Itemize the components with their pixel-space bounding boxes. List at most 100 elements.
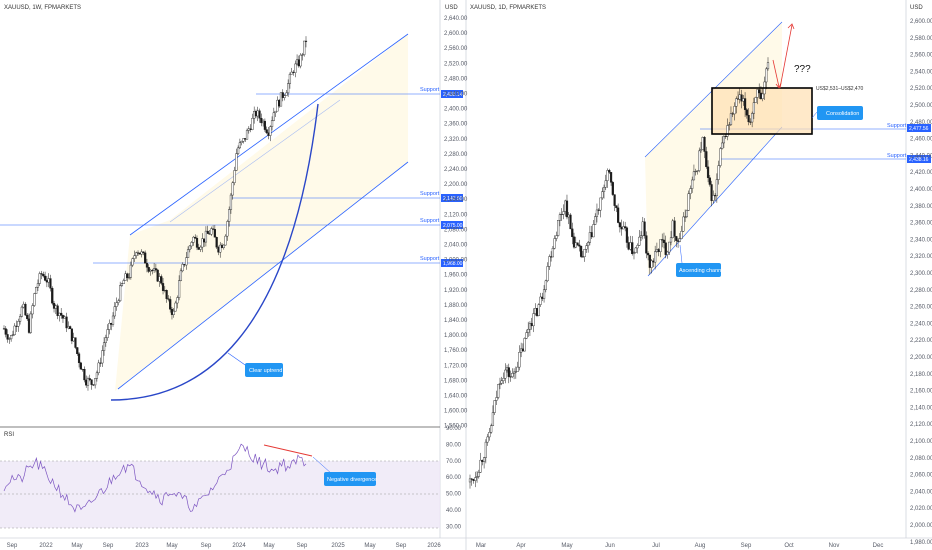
left-x-axis: Sep 2022 May Sep 2023 May Sep 2024 May Sep 2025 May… xyxy=(7,543,442,549)
rsi-y-tick: 70.00 xyxy=(446,459,462,465)
left-x-tick: 2025 xyxy=(331,543,345,549)
candle-body xyxy=(245,130,249,140)
candle-body xyxy=(738,94,741,100)
right-y-tick: 2,220.00 xyxy=(910,338,932,344)
candle-body xyxy=(652,260,655,263)
candle-body xyxy=(38,273,41,284)
candle-body xyxy=(523,338,526,352)
candle-body xyxy=(474,477,477,481)
candle-body xyxy=(6,334,9,340)
candle-body xyxy=(541,296,544,299)
left-x-tick: Sep xyxy=(103,543,114,549)
candle-body xyxy=(742,98,745,102)
candle-body xyxy=(518,352,521,368)
candle-body xyxy=(229,194,233,210)
candle-body xyxy=(752,102,755,114)
candle-body xyxy=(129,264,132,278)
candle-body xyxy=(176,297,179,304)
candle-body xyxy=(149,269,152,272)
candle-body xyxy=(558,214,562,221)
rsi-line xyxy=(3,443,307,513)
candle-body xyxy=(703,137,706,152)
candle-body xyxy=(79,362,82,370)
candle-body xyxy=(220,244,224,248)
candle-body xyxy=(684,216,687,218)
candle-body xyxy=(272,112,275,121)
candle-body xyxy=(142,251,145,254)
right-x-tick: May xyxy=(561,543,572,549)
candle-body xyxy=(638,236,641,246)
right-x-tick: Mar xyxy=(476,543,486,549)
candle-body xyxy=(183,264,186,266)
candle-body xyxy=(211,228,215,230)
candle-body xyxy=(179,270,183,281)
candle-body xyxy=(190,242,193,247)
candle-body xyxy=(724,136,727,138)
rsi-y-tick: 80.00 xyxy=(446,442,462,448)
candle-body xyxy=(165,290,168,299)
candle-body xyxy=(689,188,692,194)
candle-body xyxy=(758,89,761,94)
candle-body xyxy=(590,232,593,238)
right-chart-title: XAUUSD, 1D, FPMARKETS xyxy=(470,5,546,11)
rsi-y-tick: 30.00 xyxy=(446,524,462,530)
candle-body xyxy=(512,371,516,374)
left-y-tick: 2,040.00 xyxy=(444,243,468,249)
candle-body xyxy=(287,83,290,94)
left-panel: RSI Clear uptrend Negative divergence XA… xyxy=(0,5,468,549)
right-y-tick: 2,000.00 xyxy=(910,523,932,529)
left-x-tick: Sep xyxy=(7,543,18,549)
candle-body xyxy=(648,254,651,268)
candle-body xyxy=(516,366,519,372)
candle-body xyxy=(740,94,743,102)
right-y-tick: 2,480.00 xyxy=(910,120,932,126)
left-channel-fill xyxy=(115,34,408,391)
candle-body xyxy=(525,332,528,339)
candle-body xyxy=(2,328,6,330)
candle-body xyxy=(81,369,84,371)
candle-body xyxy=(288,74,292,84)
candle-body xyxy=(550,256,553,258)
left-y-tick: 1,760.00 xyxy=(444,348,468,354)
candle-body xyxy=(721,142,724,149)
rsi-y-tick: 50.00 xyxy=(446,492,462,498)
left-y-tick: 2,080.00 xyxy=(444,227,468,233)
candle-body xyxy=(97,362,100,374)
candle-body xyxy=(126,273,129,279)
candle-body xyxy=(303,40,306,55)
candle-body xyxy=(85,379,88,386)
candle-body xyxy=(650,260,653,268)
candle-body xyxy=(706,166,710,178)
candle-body xyxy=(470,478,473,480)
right-y-tick: 2,340.00 xyxy=(910,237,932,243)
candle-body xyxy=(618,222,621,228)
candle-body xyxy=(548,256,551,267)
candle-body xyxy=(276,99,279,112)
right-x-tick: Jun xyxy=(605,543,615,549)
candle-body xyxy=(632,252,636,255)
candle-body xyxy=(74,337,77,348)
candle-body xyxy=(685,210,688,217)
candle-body xyxy=(579,245,583,257)
left-channel-mid xyxy=(169,99,341,223)
candle-body xyxy=(11,334,15,336)
candle-body xyxy=(493,400,496,413)
candle-body xyxy=(281,92,284,98)
candle-body xyxy=(201,238,204,248)
candle-body xyxy=(15,325,18,327)
channel-callout xyxy=(676,263,721,277)
candle-body xyxy=(136,252,140,254)
candle-body xyxy=(58,312,61,316)
candle-body xyxy=(235,153,238,171)
candle-body xyxy=(710,184,713,201)
right-x-tick: Aug xyxy=(695,543,706,549)
candle-body xyxy=(544,280,547,290)
left-support-label-4: Support xyxy=(420,256,440,262)
candle-body xyxy=(251,118,254,130)
candle-body xyxy=(731,113,734,115)
right-currency: USD xyxy=(910,5,923,11)
right-y-tick: 2,100.00 xyxy=(910,439,932,445)
right-y-tick: 2,160.00 xyxy=(910,389,932,395)
left-chart-title: XAUUSD, 1W, FPMARKETS xyxy=(4,5,81,11)
left-y-tick: 2,320.00 xyxy=(444,137,468,143)
